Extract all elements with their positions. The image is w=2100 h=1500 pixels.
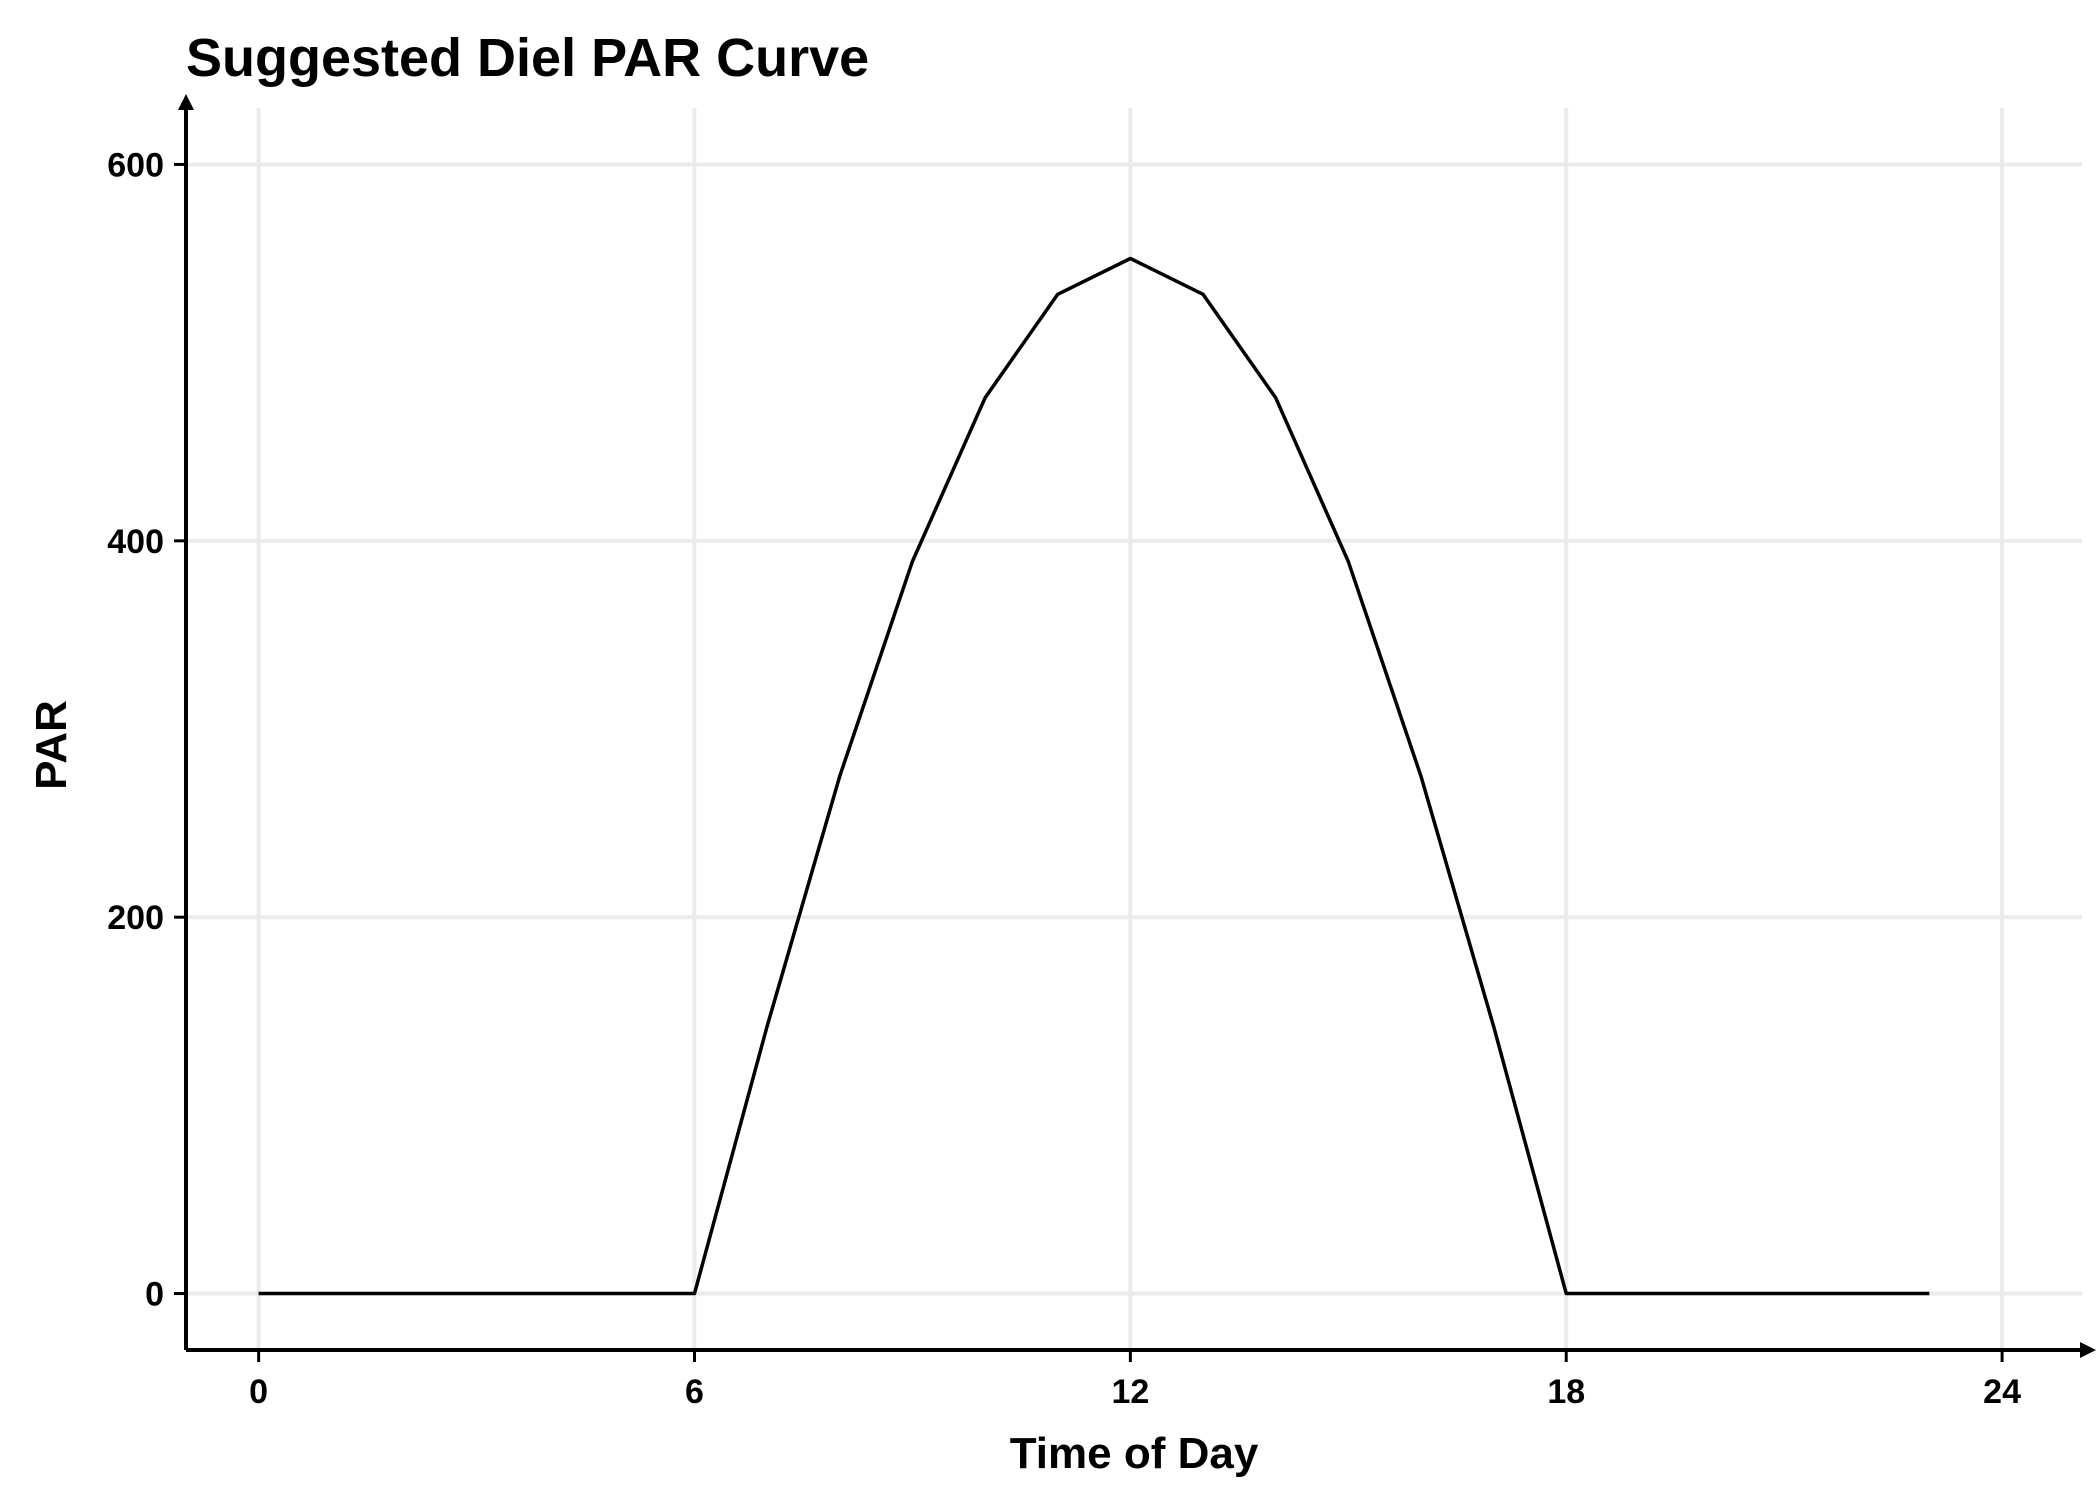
x-tick-label-12: 12: [1111, 1373, 1149, 1411]
x-tick-label-6: 6: [685, 1373, 704, 1411]
gridlines: [186, 108, 2082, 1350]
y-tick-label-600: 600: [107, 146, 164, 184]
chart-title: Suggested Diel PAR Curve: [186, 28, 869, 88]
y-tick-label-400: 400: [107, 523, 164, 561]
x-axis-title: Time of Day: [1010, 1429, 1259, 1478]
y-axis-title: PAR: [27, 700, 76, 790]
x-tick-label-18: 18: [1547, 1373, 1585, 1411]
series-layer: [258, 256, 1930, 1296]
x-axis-arrowhead: [2080, 1342, 2096, 1358]
y-tick-label-0: 0: [145, 1276, 164, 1314]
tick-layer: 0 6 12 18 24 0 200 400 600: [107, 146, 2021, 1411]
x-tick-label-0: 0: [249, 1373, 268, 1411]
y-axis-arrowhead: [178, 94, 194, 110]
par-curve-line-0: [258, 256, 1930, 1296]
x-tick-label-24: 24: [1983, 1373, 2021, 1411]
y-tick-label-200: 200: [107, 899, 164, 937]
axes: [178, 94, 2096, 1358]
